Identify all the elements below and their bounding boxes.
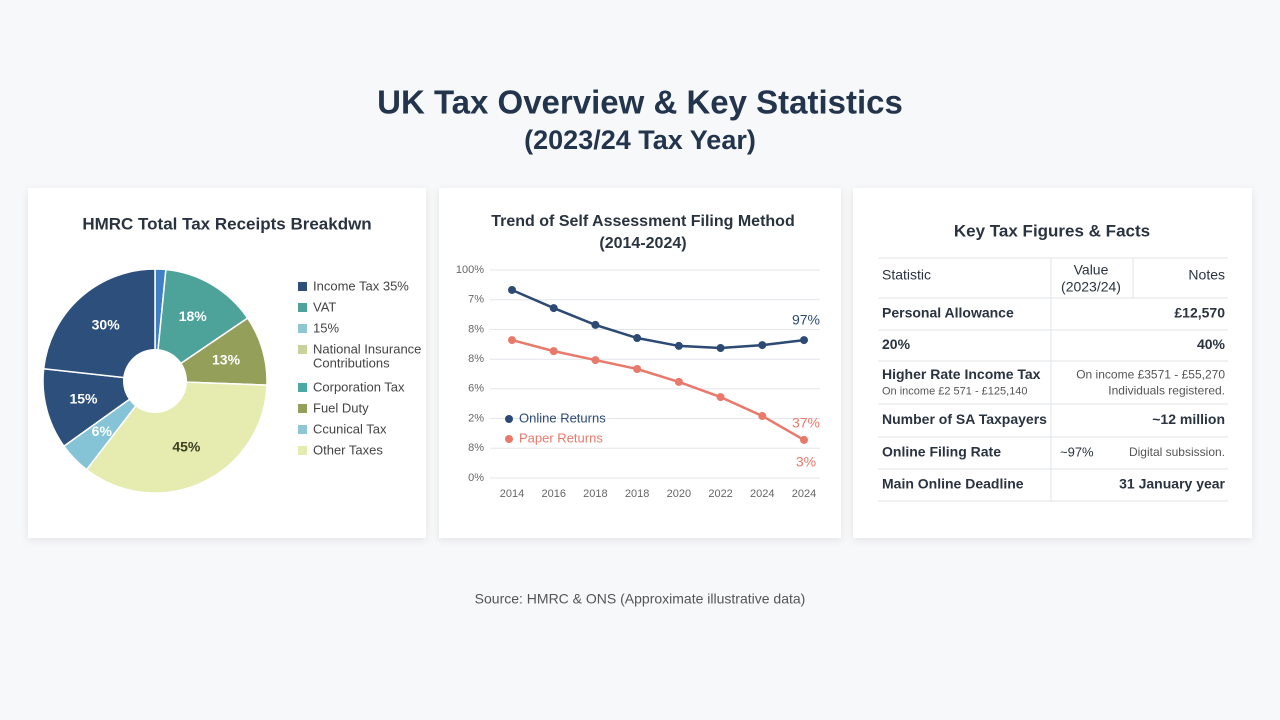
line-card <box>439 188 841 538</box>
y-tick-label: 0% <box>468 472 484 484</box>
legend-swatch <box>298 345 307 354</box>
annotation: 97% <box>792 312 820 328</box>
table-cell-sub: On income £2 571 - £125,140 <box>882 385 1028 397</box>
table-cell: Online Filing Rate <box>882 444 1001 460</box>
slice-label: 30% <box>92 317 121 333</box>
table-cell: ~97% <box>1060 444 1094 459</box>
y-tick-label: 2% <box>468 412 484 424</box>
source: Source: HMRC & ONS (Approximate illustra… <box>475 591 806 607</box>
x-tick-label: 2016 <box>541 488 565 500</box>
point <box>549 304 558 313</box>
point <box>758 341 767 350</box>
legend-dot <box>505 415 513 423</box>
table-header: (2023/24) <box>1061 279 1121 295</box>
legend-swatch <box>298 446 307 455</box>
legend-swatch <box>298 425 307 434</box>
legend-swatch <box>298 404 307 413</box>
legend-swatch <box>298 383 307 392</box>
annotation: 37% <box>792 415 820 431</box>
table-header: Value <box>1074 262 1109 278</box>
x-tick-label: 2022 <box>708 488 732 500</box>
legend-label: 15% <box>313 320 339 335</box>
table-cell: 20% <box>882 336 911 352</box>
legend-swatch <box>298 303 307 312</box>
table-cell: On income £3571 - £55,270 <box>1076 368 1225 382</box>
slice-label: 13% <box>212 351 241 367</box>
slice-label: 15% <box>69 390 98 406</box>
slice-label: 45% <box>172 439 201 455</box>
y-tick-label: 6% <box>468 383 484 395</box>
y-tick-label: 7% <box>468 294 484 306</box>
table-card <box>853 188 1252 538</box>
table-cell: Digital subsission. <box>1129 445 1225 459</box>
point <box>716 344 725 352</box>
point <box>674 377 683 386</box>
table-cell: ~12 million <box>1152 411 1225 427</box>
table-cell: Main Online Deadline <box>882 476 1024 492</box>
point <box>591 320 600 329</box>
x-tick-label: 2018 <box>625 488 649 500</box>
point <box>549 347 558 356</box>
y-tick-label: 8% <box>468 353 484 365</box>
legend-label: National Insurance <box>313 341 421 356</box>
legend-label: VAT <box>313 299 336 314</box>
legend-label: Online Returns <box>519 410 606 425</box>
pie-slice <box>154 268 249 383</box>
x-tick-label: 2018 <box>583 488 607 500</box>
pie-title: HMRC Total Tax Receipts Breakdwn <box>82 214 371 233</box>
subtitle: (2023/24 Tax Year) <box>524 125 756 155</box>
table-cell: Number of SA Taxpayers <box>882 411 1047 427</box>
pie-slice <box>42 268 156 382</box>
y-tick-label: 8% <box>468 323 484 335</box>
table-cell: 31 January year <box>1119 476 1225 492</box>
slice-label: 6% <box>92 423 113 439</box>
legend-label: Income Tax 35% <box>313 278 409 293</box>
legend-swatch <box>298 324 307 333</box>
line <box>511 338 805 442</box>
legend-label: Paper Returns <box>519 430 603 445</box>
y-tick-label: 100% <box>456 264 484 276</box>
point <box>758 412 767 421</box>
legend-label: Other Taxes <box>313 442 383 457</box>
point <box>674 341 683 350</box>
pie-hole <box>123 349 187 413</box>
legend-label: Corporation Tax <box>313 379 405 394</box>
point <box>508 285 516 294</box>
line-title: Trend of Self Assessment Filing Method <box>491 213 794 230</box>
table-cell: Personal Allowance <box>882 305 1014 321</box>
table-title: Key Tax Figures & Facts <box>954 221 1150 240</box>
legend-label: Fuel Duty <box>313 400 369 415</box>
point <box>716 393 725 402</box>
point <box>508 336 516 345</box>
table-cell: £12,570 <box>1174 305 1225 321</box>
title: UK Tax Overview & Key Statistics <box>377 84 903 121</box>
x-tick-label: 2024 <box>792 488 816 500</box>
x-tick-label: 2014 <box>500 488 524 500</box>
point <box>800 435 808 444</box>
line-subtitle: (2014-2024) <box>599 235 686 252</box>
y-tick-label: 8% <box>468 442 484 454</box>
point <box>633 365 642 374</box>
point <box>633 334 642 343</box>
x-tick-label: 2024 <box>750 488 774 500</box>
legend-dot <box>505 435 513 443</box>
table-cell: Higher Rate Income Tax <box>882 366 1041 382</box>
point <box>800 336 808 345</box>
table-cell: Individuals registered. <box>1108 384 1225 398</box>
legend-swatch <box>298 282 307 291</box>
line <box>511 288 805 350</box>
slice-label: 18% <box>179 308 208 324</box>
legend-label: Contributions <box>313 355 390 370</box>
point <box>591 356 600 365</box>
table-header: Statistic <box>882 267 931 283</box>
annotation: 3% <box>796 454 816 470</box>
x-tick-label: 2020 <box>667 488 691 500</box>
table-cell: 40% <box>1197 336 1226 352</box>
pie-slice <box>85 380 268 494</box>
table-header: Notes <box>1188 267 1225 283</box>
legend-label: Ccunical Tax <box>313 421 387 436</box>
